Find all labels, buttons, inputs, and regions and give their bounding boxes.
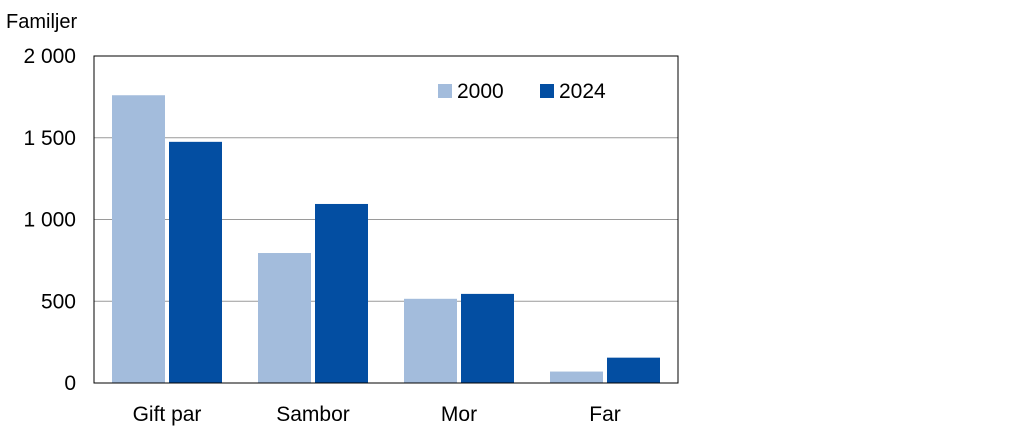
bar-2024-sambor	[315, 203, 368, 383]
y-tick-label: 500	[41, 290, 76, 313]
bars	[112, 95, 660, 384]
y-axis-ticks: 0 500 1 000 1 500 2 000	[23, 45, 76, 395]
bar-2024-mor	[461, 293, 514, 383]
y-tick-label: 1 500	[23, 127, 76, 150]
bar-2000-far	[550, 371, 603, 383]
legend: 2000 2024	[438, 80, 606, 103]
legend-label: 2024	[559, 80, 606, 103]
y-tick-label: 1 000	[23, 209, 76, 232]
bar-2000-gift-par	[112, 95, 165, 384]
bar-2024-far	[607, 357, 660, 383]
x-category-label: Gift par	[133, 403, 202, 426]
bar-2024-gift-par	[169, 141, 222, 383]
legend-swatch-2024	[540, 84, 554, 98]
bar-2000-mor	[404, 298, 457, 383]
y-tick-label: 2 000	[23, 45, 76, 68]
plot-frame	[93, 55, 679, 384]
x-category-label: Far	[589, 403, 621, 426]
y-tick-label: 0	[64, 372, 76, 395]
x-axis-labels: Gift par Sambor Mor Far	[133, 403, 621, 426]
bar-2000-sambor	[258, 253, 311, 383]
x-category-label: Sambor	[276, 403, 350, 426]
legend-swatch-2000	[438, 84, 452, 98]
legend-label: 2000	[457, 80, 504, 103]
x-category-label: Mor	[441, 403, 477, 426]
y-axis-title: Familjer	[6, 11, 77, 33]
